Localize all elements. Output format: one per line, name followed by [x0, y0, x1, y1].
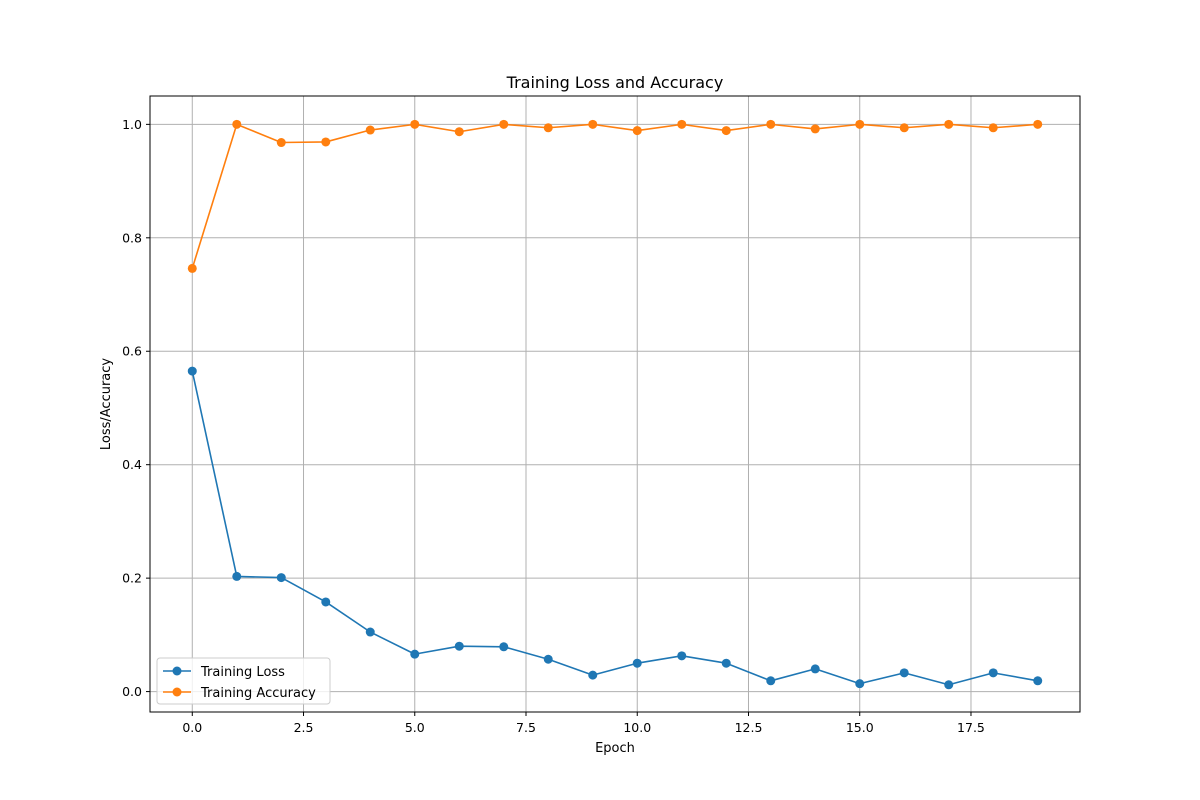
data-point-training-accuracy	[588, 119, 598, 129]
data-point-training-accuracy	[543, 123, 553, 133]
legend-label-training-accuracy: Training Accuracy	[200, 686, 316, 701]
data-point-training-accuracy	[365, 125, 375, 135]
series-line-training-accuracy	[191, 123, 1038, 269]
data-point-training-loss	[232, 571, 242, 581]
data-point-training-loss	[276, 573, 286, 583]
data-point-training-loss	[499, 642, 509, 652]
chart-title: Training Loss and Accuracy	[506, 73, 724, 92]
data-point-training-accuracy	[1033, 119, 1043, 129]
data-point-training-accuracy	[899, 123, 909, 133]
series-group	[187, 119, 1043, 690]
data-point-training-loss	[543, 654, 553, 664]
data-point-training-accuracy	[187, 263, 197, 273]
x-tick-label: 12.5	[735, 720, 763, 735]
data-point-training-accuracy	[944, 119, 954, 129]
data-point-training-loss	[632, 658, 642, 668]
series-line-training-loss	[191, 370, 1038, 686]
y-axis-label: Loss/Accuracy	[99, 358, 114, 451]
data-point-training-loss	[988, 668, 998, 678]
plot-frame	[149, 95, 1081, 713]
data-point-training-loss	[721, 658, 731, 668]
data-point-training-loss	[365, 627, 375, 637]
y-tick-label: 0.8	[122, 230, 142, 245]
legend-marker-training-accuracy	[172, 687, 182, 697]
data-point-training-loss	[766, 676, 776, 686]
x-tick-label: 2.5	[294, 720, 314, 735]
data-point-training-loss	[454, 641, 464, 651]
plot-area	[150, 96, 1080, 712]
data-point-training-loss	[410, 649, 420, 659]
data-point-training-accuracy	[677, 119, 687, 129]
x-tick-label: 17.5	[957, 720, 985, 735]
data-point-training-loss	[588, 670, 598, 680]
x-tick-label: 5.0	[405, 720, 425, 735]
y-tick-label: 1.0	[122, 117, 142, 132]
data-point-training-accuracy	[410, 119, 420, 129]
data-point-training-loss	[677, 651, 687, 661]
x-tick-label: 10.0	[623, 720, 651, 735]
data-point-training-loss	[944, 680, 954, 690]
legend-label-training-loss: Training Loss	[200, 665, 285, 680]
data-point-training-accuracy	[810, 124, 820, 134]
y-tick-label: 0.6	[122, 344, 142, 359]
series-training-loss	[187, 366, 1043, 690]
data-point-training-accuracy	[499, 119, 509, 129]
y-tick-label: 0.2	[122, 571, 142, 586]
x-tick-label: 0.0	[182, 720, 202, 735]
data-point-training-accuracy	[632, 126, 642, 136]
y-tick-label: 0.4	[122, 457, 142, 472]
data-point-training-loss	[810, 664, 820, 674]
data-point-training-accuracy	[721, 126, 731, 136]
legend-box	[156, 657, 331, 705]
data-point-training-accuracy	[855, 119, 865, 129]
data-point-training-accuracy	[321, 137, 331, 147]
legend: Training Loss Training Accuracy	[156, 657, 331, 705]
legend-marker-training-loss	[172, 666, 182, 676]
axis-ticks: 0.0 2.5 5.0 7.5 10.0 12.5 15.0 17.5 0.0 0.2 0.4 0.6…	[122, 117, 985, 735]
data-point-training-loss	[855, 679, 865, 689]
x-tick-label: 7.5	[516, 720, 536, 735]
x-tick-label: 15.0	[846, 720, 874, 735]
data-point-training-accuracy	[276, 138, 286, 148]
data-point-training-loss	[1033, 676, 1043, 686]
data-point-training-accuracy	[232, 119, 242, 129]
data-point-training-loss	[321, 597, 331, 607]
series-training-accuracy	[187, 119, 1043, 273]
data-point-training-loss	[187, 366, 197, 376]
data-point-training-loss	[899, 668, 909, 678]
y-tick-label: 0.0	[122, 684, 142, 699]
x-axis-label: Epoch	[595, 741, 635, 756]
data-point-training-accuracy	[766, 119, 776, 129]
data-point-training-accuracy	[988, 123, 998, 133]
data-point-training-accuracy	[454, 127, 464, 137]
